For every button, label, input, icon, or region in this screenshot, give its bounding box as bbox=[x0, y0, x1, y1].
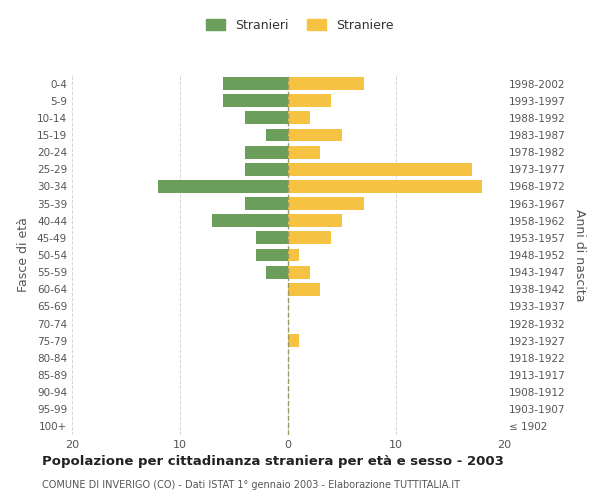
Text: Popolazione per cittadinanza straniera per età e sesso - 2003: Popolazione per cittadinanza straniera p… bbox=[42, 455, 504, 468]
Bar bbox=[245, 146, 288, 158]
Legend: Stranieri, Straniere: Stranieri, Straniere bbox=[202, 14, 398, 37]
Bar bbox=[288, 112, 310, 124]
Bar bbox=[158, 180, 288, 193]
Bar bbox=[223, 77, 288, 90]
Bar bbox=[288, 232, 331, 244]
Bar bbox=[288, 283, 320, 296]
Bar bbox=[256, 248, 288, 262]
Bar bbox=[288, 180, 482, 193]
Bar bbox=[288, 214, 342, 227]
Bar bbox=[245, 197, 288, 210]
Bar bbox=[245, 112, 288, 124]
Bar bbox=[288, 266, 310, 278]
Bar bbox=[288, 94, 331, 107]
Bar bbox=[266, 266, 288, 278]
Bar bbox=[212, 214, 288, 227]
Bar bbox=[266, 128, 288, 141]
Bar bbox=[288, 248, 299, 262]
Y-axis label: Fasce di età: Fasce di età bbox=[17, 218, 30, 292]
Bar bbox=[288, 146, 320, 158]
Bar bbox=[288, 334, 299, 347]
Bar bbox=[256, 232, 288, 244]
Text: COMUNE DI INVERIGO (CO) - Dati ISTAT 1° gennaio 2003 - Elaborazione TUTTITALIA.I: COMUNE DI INVERIGO (CO) - Dati ISTAT 1° … bbox=[42, 480, 460, 490]
Bar bbox=[223, 94, 288, 107]
Bar bbox=[288, 197, 364, 210]
Bar bbox=[288, 77, 364, 90]
Y-axis label: Anni di nascita: Anni di nascita bbox=[572, 209, 586, 301]
Bar bbox=[288, 128, 342, 141]
Bar bbox=[245, 163, 288, 175]
Bar bbox=[288, 163, 472, 175]
